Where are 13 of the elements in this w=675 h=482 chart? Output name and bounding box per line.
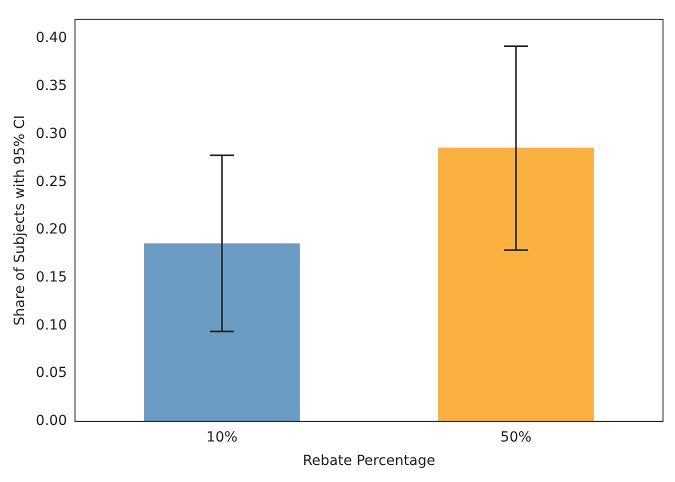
y-axis-title: Share of Subjects with 95% CI [12, 115, 28, 326]
y-tick-label: 0.30 [36, 126, 67, 142]
x-tick-label: 10% [206, 429, 238, 446]
x-tick-label: 50% [500, 429, 532, 446]
x-axis-title: Rebate Percentage [302, 453, 436, 470]
y-tick-label: 0.25 [36, 174, 67, 190]
y-tick-label: 0.20 [36, 222, 67, 238]
y-tick-label: 0.40 [36, 30, 67, 46]
y-tick-label: 0.10 [36, 317, 67, 334]
y-tick-label: 0.05 [36, 365, 67, 382]
y-tick-label: 0.15 [36, 269, 67, 286]
y-tick-label: 0.35 [36, 78, 67, 94]
y-tick-label: 0.00 [36, 413, 67, 430]
